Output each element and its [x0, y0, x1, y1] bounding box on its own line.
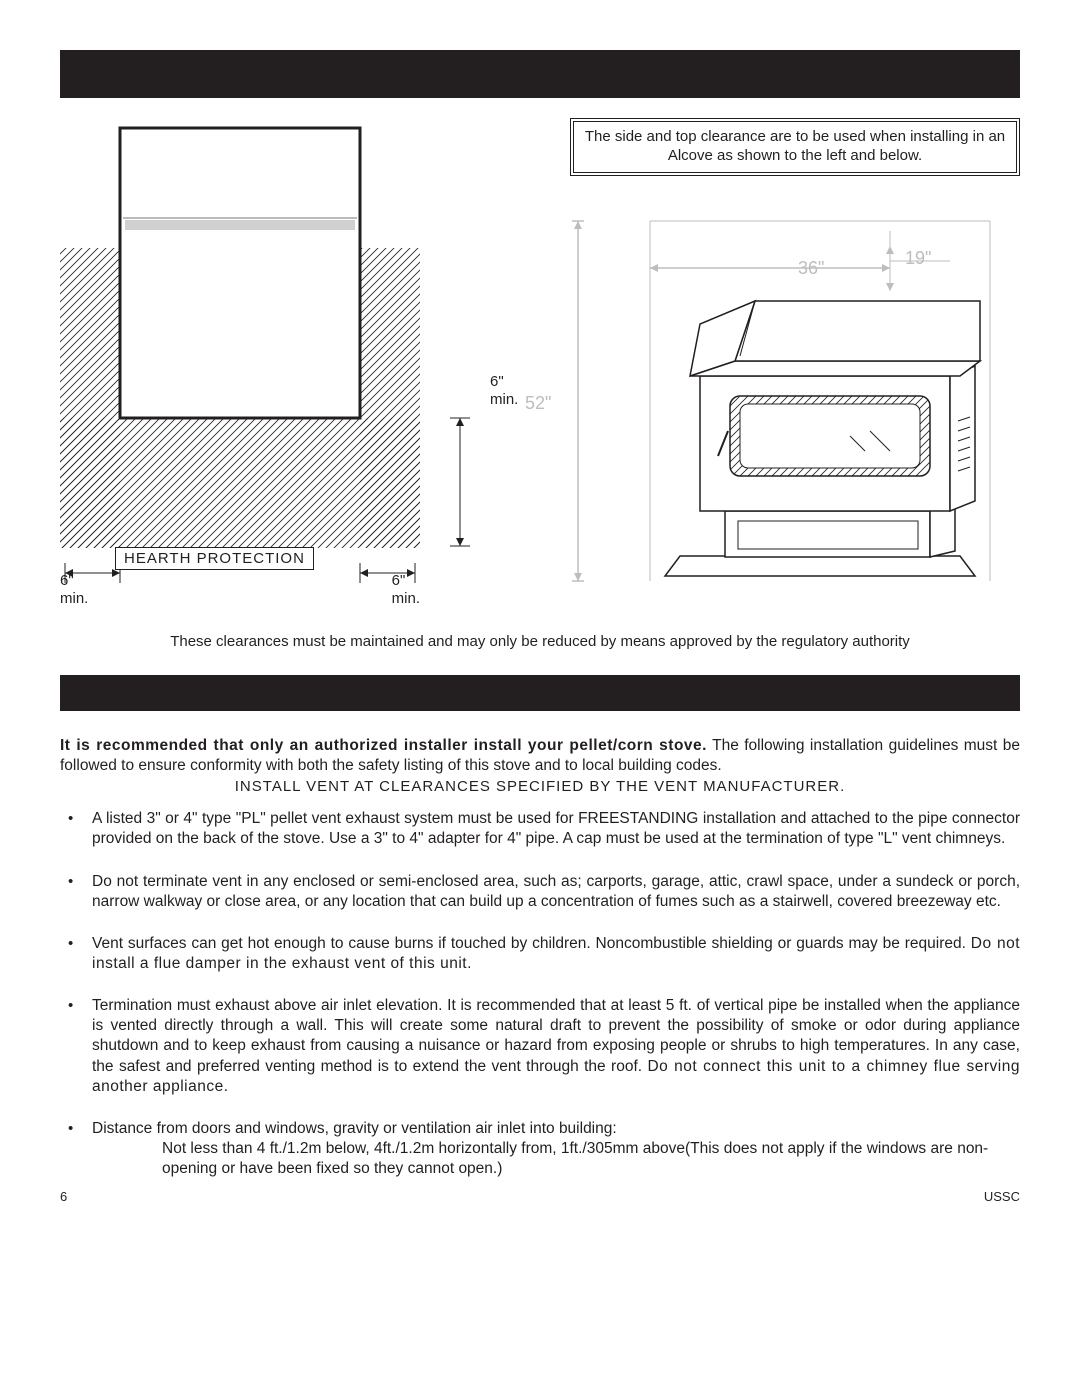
bullet-subtext: Not less than 4 ft./1.2m below, 4ft./1.2…: [92, 1139, 1020, 1179]
clearance-note: These clearances must be maintained and …: [90, 633, 990, 650]
install-vent-line: INSTALL VENT AT CLEARANCES SPECIFIED BY …: [60, 778, 1020, 795]
bullet-item: Do not terminate vent in any enclosed or…: [60, 872, 1020, 912]
bullet-item: Distance from doors and windows, gravity…: [60, 1119, 1020, 1179]
dim-6min-left: 6" min.: [60, 572, 88, 608]
right-diagram-column: The side and top clearance are to be use…: [570, 118, 1020, 596]
bullet-list: A listed 3" or 4" type "PL" pellet vent …: [60, 809, 1020, 1179]
bullet-text: Distance from doors and windows, gravity…: [92, 1120, 617, 1137]
bullet-text: Do not terminate vent in any enclosed or…: [92, 873, 1020, 910]
dim-6min-right: 6" min.: [392, 572, 420, 608]
page-number: 6: [60, 1189, 67, 1204]
section-header-bar: [60, 50, 1020, 98]
bullet-item: Termination must exhaust above air inlet…: [60, 996, 1020, 1097]
hearth-plan-diagram: HEARTH PROTECTION 6" min. 6" min.: [60, 118, 480, 608]
bullet-text: Vent surfaces can get hot enough to caus…: [92, 935, 971, 952]
alcove-note-box: The side and top clearance are to be use…: [570, 118, 1020, 176]
mid-dimension-column: 6" min. 52": [490, 118, 560, 588]
bullet-text: A listed 3" or 4" type "PL" pellet vent …: [92, 810, 1020, 847]
stove-elevation-diagram: 36" 19": [570, 206, 1020, 596]
intro-paragraph: It is recommended that only an authorize…: [60, 736, 1020, 776]
dim-36-text: 36": [798, 258, 824, 278]
section-bar-2: [60, 675, 1020, 711]
page-footer: 6 USSC: [60, 1189, 1020, 1204]
dim-19-text: 19": [905, 248, 931, 268]
dim-6min-mid: 6" min.: [490, 373, 518, 409]
bullet-item: Vent surfaces can get hot enough to caus…: [60, 934, 1020, 974]
footer-brand: USSC: [984, 1189, 1020, 1204]
dim-52: 52": [525, 393, 551, 415]
hearth-protection-label: HEARTH PROTECTION: [115, 547, 314, 570]
intro-bold: It is recommended that only an authorize…: [60, 737, 707, 754]
diagrams-row: HEARTH PROTECTION 6" min. 6" min. 6" min…: [60, 118, 1020, 608]
bullet-item: A listed 3" or 4" type "PL" pellet vent …: [60, 809, 1020, 849]
